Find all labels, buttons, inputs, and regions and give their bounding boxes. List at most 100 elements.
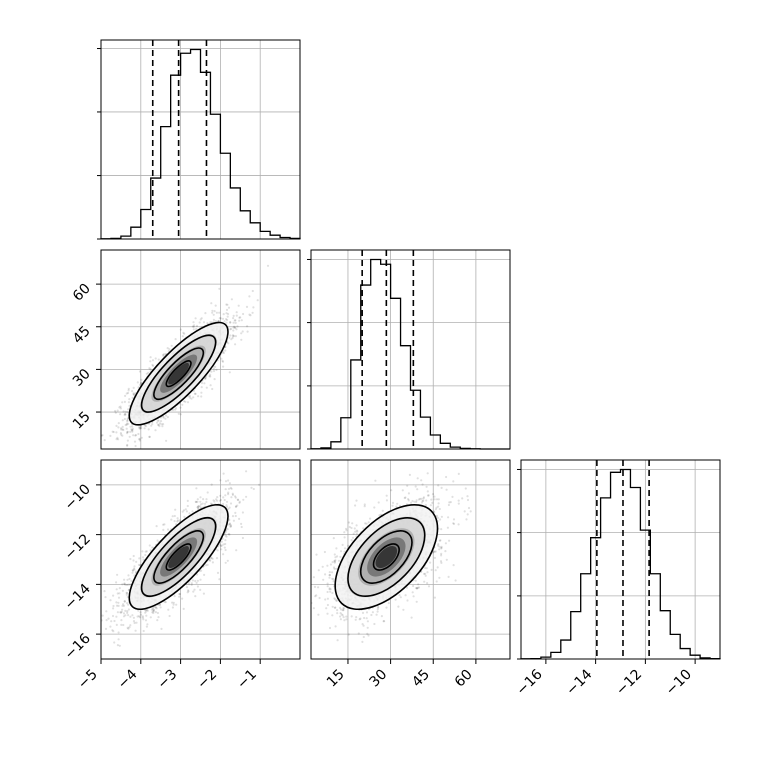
sample-point (194, 595, 197, 598)
sample-point (110, 620, 113, 623)
sample-point (120, 619, 123, 622)
sample-point (126, 592, 129, 595)
sample-point (156, 421, 159, 424)
sample-point (174, 508, 177, 511)
sample-point (210, 556, 213, 559)
sample-point (127, 401, 130, 404)
sample-point (113, 619, 116, 623)
sample-point (212, 313, 215, 316)
sample-point (152, 608, 155, 611)
sample-point (121, 589, 124, 592)
sample-point (202, 321, 206, 324)
sample-point (144, 425, 148, 428)
sample-point (117, 422, 120, 425)
sample-point (103, 439, 106, 442)
sample-point (136, 381, 139, 384)
sample-point (242, 312, 245, 316)
sample-point (184, 508, 187, 511)
sample-point (252, 306, 255, 309)
sample-point (162, 528, 165, 532)
sample-point (211, 387, 214, 391)
sample-point (205, 498, 208, 501)
sample-point (192, 396, 195, 399)
sample-point (220, 540, 223, 543)
sample-point (120, 428, 123, 431)
sample-point (132, 554, 135, 558)
sample-point (173, 514, 176, 518)
sample-point (192, 590, 195, 593)
sample-point (175, 523, 178, 526)
sample-point (131, 427, 134, 430)
sample-point (124, 614, 127, 617)
sample-point (240, 319, 243, 322)
sample-point (234, 319, 237, 322)
sample-point (241, 536, 244, 540)
sample-point (225, 303, 228, 306)
sample-point (114, 409, 117, 413)
sample-point (249, 314, 252, 317)
sample-point (233, 334, 236, 338)
sample-point (170, 518, 173, 521)
sample-point (128, 398, 131, 401)
sample-point (111, 629, 114, 632)
sample-point (234, 514, 237, 518)
sample-point (138, 557, 141, 560)
sample-point (225, 318, 228, 321)
sample-point (200, 317, 203, 320)
panel-background (101, 40, 300, 239)
sample-point (112, 430, 115, 434)
sample-point (216, 571, 220, 575)
sample-point (115, 438, 118, 441)
sample-point (116, 436, 119, 439)
sample-point (131, 425, 134, 428)
sample-point (215, 311, 218, 314)
sample-point (148, 435, 151, 438)
sample-point (212, 499, 215, 502)
sample-point (123, 600, 126, 603)
sample-point (129, 557, 132, 561)
sample-point (203, 573, 206, 577)
sample-point (134, 434, 137, 437)
sample-point (132, 392, 135, 395)
sample-point (163, 523, 166, 526)
sample-point (143, 424, 147, 427)
sample-point (258, 483, 261, 486)
contour-line (140, 334, 217, 413)
sample-point (125, 427, 128, 430)
sample-point (239, 316, 242, 319)
sample-point (134, 434, 138, 437)
sample-point (135, 570, 138, 573)
sample-point (193, 324, 196, 327)
sample-point (164, 417, 167, 420)
sample-point (225, 535, 228, 538)
sample-point (219, 498, 222, 502)
sample-point (235, 311, 238, 314)
sample-point (160, 423, 163, 426)
sample-point (120, 433, 123, 436)
sample-point (138, 439, 142, 442)
sample-point (135, 621, 138, 624)
sample-point (226, 315, 229, 318)
sample-point (228, 336, 231, 339)
sample-point (132, 393, 135, 396)
sample-point (240, 522, 243, 526)
sample-point (174, 407, 178, 410)
sample-point (199, 503, 203, 506)
sample-point (151, 363, 154, 366)
sample-point (196, 579, 199, 582)
sample-point (137, 563, 141, 567)
sample-point (117, 438, 120, 441)
sample-point (196, 500, 199, 503)
sample-point (154, 611, 157, 614)
sample-point (252, 487, 255, 491)
sample-point (246, 325, 249, 328)
sample-point (147, 428, 150, 431)
sample-point (137, 615, 141, 618)
sample-point (159, 606, 162, 609)
sample-point (225, 321, 228, 324)
sample-point (131, 396, 134, 399)
sample-point (127, 422, 130, 425)
sample-point (233, 326, 236, 329)
histogram-steps (310, 258, 510, 450)
sample-point (124, 412, 127, 416)
